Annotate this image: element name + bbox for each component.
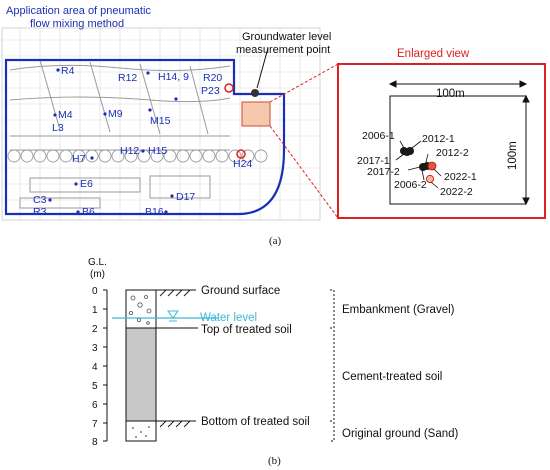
zone-label: H15 [148,145,167,157]
zone-label: M9 [108,108,123,120]
depth-ticks [103,289,107,442]
groundwater-leader [256,47,269,89]
zone-label: M15 [150,115,171,127]
caption-b: (b) [268,455,281,467]
point-label: 2012-2 [436,147,469,159]
embankment-column [125,289,157,329]
point-label: 2006-1 [362,130,395,142]
dimension-lines [388,80,530,206]
point-2012-1 [406,147,414,155]
bottom-treated-label: Bottom of treated soil [201,416,310,428]
original-ground-column [125,420,157,442]
sand-pattern [132,426,150,438]
water-level-icon [167,310,179,319]
soil-profile: G.L. (m) 0 1 2 3 4 5 6 7 8 [88,257,459,448]
zone-label: P23 [201,85,220,97]
zone-label: M4 [58,109,73,121]
plan-structures [9,59,231,209]
depth-tick-label: 2 [92,324,98,335]
zone-label: H24 [233,158,252,170]
zone-label: E6 [80,178,93,190]
zone-label: B16 [145,206,164,218]
p23-red-circle [224,83,234,93]
point-2022-2 [425,174,435,184]
enlarged-view-frame [337,63,546,219]
treated-soil-column [125,327,157,422]
pile-row [7,149,268,163]
zone-dots [48,68,178,214]
enlarge-connector-top [269,63,339,103]
ground-hatch [156,289,196,428]
depth-tick-label: 6 [92,400,98,411]
point-label: 2012-1 [422,133,455,145]
h24-red-circle [236,149,246,159]
zone-label: H12 [120,145,139,157]
original-ground-label: Original ground (Sand) [342,428,459,440]
enlarged-area-box [241,101,271,127]
layer-bracket [330,289,335,442]
depth-tick-label: 0 [92,286,98,297]
cement-treated-label: Cement-treated soil [342,371,442,383]
caption-a: (a) [269,235,282,247]
point-label: 2006-2 [394,179,427,191]
enlarged-view: Enlarged view 100m 100m [337,48,546,219]
depth-tick-label: 8 [92,437,98,448]
depth-tick-label: 4 [92,362,98,373]
zone-label: R3 [33,206,47,218]
enlarged-view-label: Enlarged view [397,48,470,60]
depth-tick-label: 1 [92,305,98,316]
area-title-line1: Application area of pneumatic [6,5,151,17]
depth-tick-label: 3 [92,343,98,354]
groundwater-label-line2: measurement point [236,44,330,56]
zone-label: H14, 9 [158,71,189,83]
area-title-line2: flow mixing method [30,18,124,30]
groundwater-point-marker [251,89,259,97]
point-label: 2022-2 [440,186,473,198]
ground-surface-label: Ground surface [201,285,280,297]
point-label: 2017-1 [357,155,390,167]
enlarge-connector-bottom [269,125,339,219]
zone-label: D17 [176,191,195,203]
depth-tick-label: 5 [92,381,98,392]
unit-label: (m) [90,269,105,280]
water-level-label: Water level [200,312,257,324]
zone-label: R20 [203,72,222,84]
zone-label: L3 [52,122,64,134]
zone-label: B6 [82,206,95,218]
dim-horizontal-label: 100m [436,88,465,100]
point-label: 2022-1 [444,171,477,183]
dim-vertical-label: 100m [507,141,519,170]
gl-label: G.L. [88,257,107,268]
groundwater-label-line1: Groundwater level [242,31,331,43]
top-treated-label: Top of treated soil [201,324,292,336]
zone-label: R12 [118,72,137,84]
zone-label: H7 [72,153,86,165]
point-label: 2017-2 [367,166,400,178]
depth-tick-label: 7 [92,419,98,430]
site-plan: Application area of pneumatic flow mixin… [1,5,339,221]
zone-label: R4 [61,65,75,77]
zone-label: C3 [33,194,47,206]
point-2022-1 [427,161,437,171]
embankment-label: Embankment (Gravel) [342,304,455,316]
point-leaders [395,140,442,189]
